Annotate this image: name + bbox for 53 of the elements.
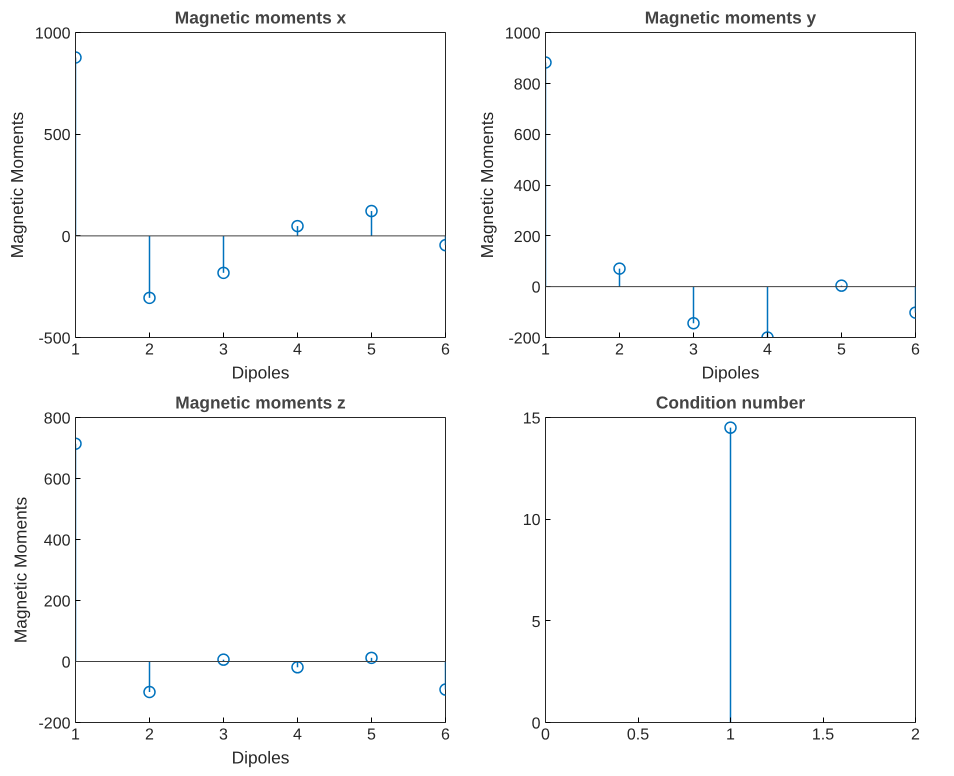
x-tick-label: 3 <box>219 726 228 744</box>
x-tick-label: 2 <box>145 342 154 358</box>
x-tick-label: 5 <box>837 342 846 358</box>
y-tick-label: 400 <box>44 532 71 550</box>
y-tick-label: 500 <box>44 127 71 144</box>
x-axis-title: Dipoles <box>232 362 290 382</box>
x-tick-label: 1.5 <box>812 726 834 744</box>
x-tick-label: 3 <box>219 342 228 358</box>
x-tick-label: 2 <box>911 726 920 744</box>
x-tick-label: 1 <box>71 726 80 744</box>
y-tick-label: 600 <box>514 127 541 144</box>
chart-title: Magnetic moments x <box>174 8 347 28</box>
y-tick-label: 0 <box>62 654 71 672</box>
y-tick-label: 0 <box>532 716 541 732</box>
y-tick-label: 1000 <box>34 26 71 42</box>
chart-title: Magnetic moments y <box>644 8 817 28</box>
x-tick-label: 2 <box>145 726 154 744</box>
y-tick-label: 600 <box>44 472 71 488</box>
y-tick-label: 200 <box>44 594 71 610</box>
x-tick-label: 0.5 <box>626 726 650 744</box>
y-tick-label: 800 <box>514 76 541 94</box>
y-tick-label: 1000 <box>504 26 541 42</box>
y-tick-label: -200 <box>38 716 71 732</box>
y-tick-label: 0 <box>532 280 541 297</box>
x-axis-title: Dipoles <box>232 748 290 768</box>
chart-title: Magnetic moments z <box>175 392 346 412</box>
x-tick-label: 6 <box>441 726 450 744</box>
y-tick-label: 800 <box>44 410 71 428</box>
x-tick-label: 4 <box>293 726 302 744</box>
x-tick-label: 6 <box>911 342 920 358</box>
y-tick-label: 15 <box>522 410 541 428</box>
y-tick-label: 200 <box>514 228 541 246</box>
y-tick-label: 5 <box>532 614 541 631</box>
chart-title: Condition number <box>656 392 806 412</box>
y-axis-title: Magnetic Moments <box>476 111 497 258</box>
x-tick-label: 1 <box>541 342 550 358</box>
y-axis-title: Magnetic Moments <box>6 111 27 258</box>
x-tick-label: 5 <box>367 342 376 358</box>
x-tick-label: 1 <box>726 726 736 744</box>
y-tick-label: 400 <box>514 178 541 195</box>
x-tick-label: 6 <box>441 342 450 358</box>
x-tick-label: 5 <box>367 726 376 744</box>
x-axis-title: Dipoles <box>702 362 760 382</box>
x-tick-label: 4 <box>293 342 302 358</box>
y-tick-label: 0 <box>62 228 71 246</box>
y-axis-title: Magnetic Moments <box>10 496 30 644</box>
x-tick-label: 2 <box>615 342 624 358</box>
x-tick-label: 1 <box>71 342 80 358</box>
x-tick-label: 3 <box>689 342 698 358</box>
x-tick-label: 4 <box>763 342 772 358</box>
y-tick-label: -200 <box>508 330 541 348</box>
y-tick-label: 10 <box>522 512 541 530</box>
y-tick-label: -500 <box>38 330 71 348</box>
